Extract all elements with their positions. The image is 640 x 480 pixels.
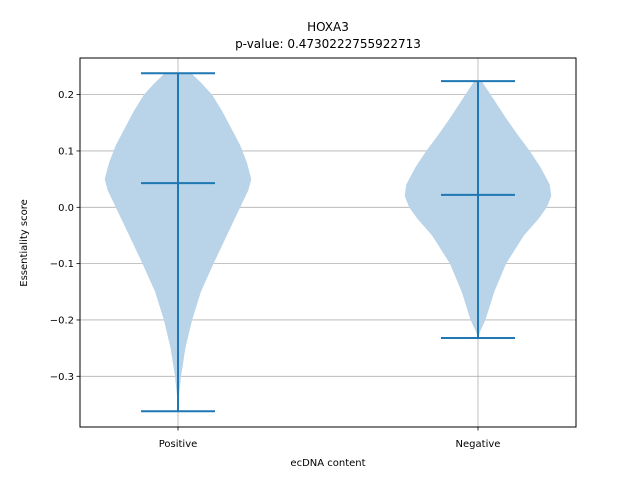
chart-subtitle: p-value: 0.4730222755922713 xyxy=(235,37,421,51)
x-axis: Positive Negative xyxy=(159,427,501,450)
plot-frame xyxy=(79,57,577,428)
y-tick-label: −0.2 xyxy=(50,315,74,326)
y-axis: −0.3 −0.2 −0.1 0.0 0.1 0.2 xyxy=(50,90,80,383)
y-axis-label: Essentiality score xyxy=(19,199,30,287)
y-tick-label: −0.1 xyxy=(50,259,74,270)
x-axis-label: ecDNA content xyxy=(290,458,365,469)
violin-layer xyxy=(104,72,552,413)
y-tick-label: 0.0 xyxy=(58,203,74,214)
y-tick-label: −0.3 xyxy=(50,372,74,383)
chart-title: HOXA3 xyxy=(307,20,349,34)
x-tick-label: Positive xyxy=(159,439,198,450)
x-tick-label: Negative xyxy=(456,439,501,450)
y-tick-label: 0.2 xyxy=(58,90,74,101)
y-tick-label: 0.1 xyxy=(58,146,74,157)
